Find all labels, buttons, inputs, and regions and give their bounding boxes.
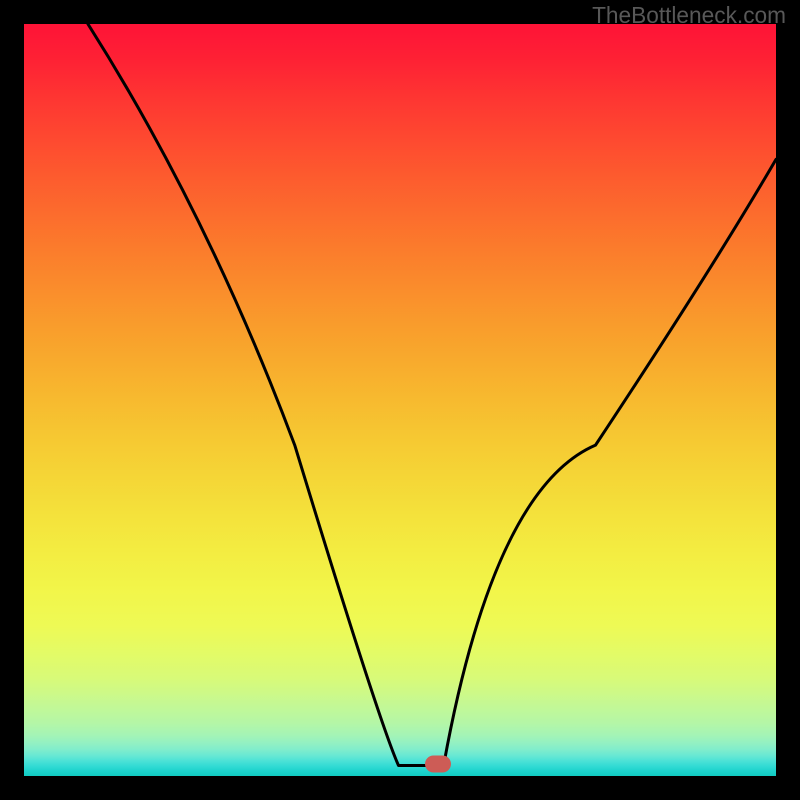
watermark-text: TheBottleneck.com	[592, 2, 786, 29]
minimum-marker	[425, 755, 451, 772]
plot-gradient-background	[24, 24, 776, 776]
